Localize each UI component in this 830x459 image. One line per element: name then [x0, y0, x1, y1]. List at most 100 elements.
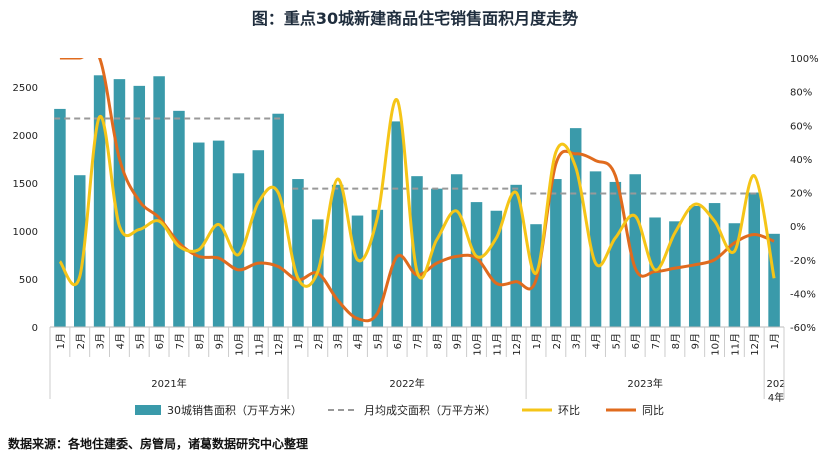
bar-30	[629, 174, 641, 327]
y-right-tick-label: 60%	[790, 121, 812, 132]
data-source-note: 数据来源：各地住建委、房管局，诸葛数据研究中心整理	[8, 436, 308, 451]
x-tick-label: 7月	[174, 333, 186, 349]
x-tick-label: 2月	[313, 333, 325, 349]
x-tick-label: 10月	[472, 333, 484, 356]
x-tick-label: 3月	[333, 333, 345, 349]
bar-37	[768, 233, 780, 327]
bar-32	[669, 221, 681, 327]
bar-6	[153, 76, 165, 327]
x-tick-label: 1月	[769, 333, 781, 349]
x-tick-label: 9月	[690, 333, 702, 349]
x-tick-label: 12月	[749, 333, 761, 356]
x-tick-label: 7月	[412, 333, 424, 349]
y-left-tick-label: 2000	[13, 131, 38, 142]
bar-10	[232, 173, 245, 327]
x-tick-label: 11月	[491, 333, 503, 356]
y-left-tick-label: 2500	[13, 83, 38, 94]
x-tick-label: 1月	[531, 333, 543, 349]
bar-8	[193, 142, 205, 327]
x-tick-label: 1月	[55, 333, 67, 349]
x-tick-label: 7月	[650, 333, 662, 349]
bar-12	[272, 113, 284, 327]
legend-bar-swatch	[135, 405, 161, 415]
x-tick-label: 8月	[194, 333, 206, 349]
bar-13	[292, 179, 304, 327]
bar-24	[510, 184, 522, 327]
year-label: 4年	[768, 391, 784, 404]
bar-22	[470, 202, 483, 327]
x-tick-label: 2月	[551, 333, 563, 349]
year-label: 2022年	[389, 377, 424, 390]
legend-average-label: 月均成交面积（万平方米）	[364, 403, 496, 417]
bar-26	[550, 179, 562, 327]
y-right-tick-label: 80%	[790, 88, 812, 99]
bar-21	[450, 174, 463, 327]
y-right-tick-label: 20%	[790, 189, 812, 200]
bar-29	[609, 181, 622, 327]
bar-5	[133, 85, 146, 327]
x-tick-label: 5月	[372, 333, 384, 349]
x-tick-label: 9月	[214, 333, 226, 349]
x-tick-label: 3月	[95, 333, 107, 349]
bar-34	[708, 203, 721, 327]
bar-19	[411, 176, 423, 327]
x-tick-label: 1月	[293, 333, 305, 349]
bar-27	[569, 128, 582, 327]
x-tick-label: 10月	[233, 333, 245, 356]
bar-23	[490, 210, 503, 327]
x-tick-label: 4月	[114, 333, 126, 349]
mom-line	[58, 98, 776, 288]
y-right-tick-label: -40%	[790, 289, 816, 300]
bar-3	[93, 75, 106, 328]
bar-33	[688, 205, 701, 327]
bar-4	[113, 79, 126, 327]
y-right-tick-label: -20%	[790, 256, 816, 267]
x-tick-label: 11月	[253, 333, 265, 356]
legend-yoy-label: 同比	[642, 404, 664, 417]
legend-bar-label: 30城销售面积（万平方米）	[167, 403, 302, 417]
bar-11	[252, 150, 265, 327]
x-tick-label: 8月	[670, 333, 682, 349]
bar-20	[431, 188, 443, 327]
legend: 30城销售面积（万平方米） 月均成交面积（万平方米） 环比 同比	[135, 403, 664, 417]
x-tick-label: 9月	[452, 333, 464, 349]
x-tick-label: 11月	[729, 333, 741, 356]
x-tick-label: 6月	[154, 333, 166, 349]
chart-title: 图：重点30城新建商品住宅销售面积月度走势	[252, 9, 578, 28]
x-tick-label: 5月	[610, 333, 622, 349]
x-tick-label: 10月	[710, 333, 722, 356]
legend-mom-label: 环比	[558, 404, 580, 417]
y-right-tick-label: -60%	[790, 323, 816, 334]
x-tick-label: 12月	[273, 333, 285, 356]
bar-7	[173, 110, 185, 327]
x-tick-label: 6月	[392, 333, 404, 349]
bar-18	[391, 121, 403, 328]
bar-2	[74, 175, 86, 327]
y-right-tick-label: 0%	[790, 222, 806, 233]
bar-16	[351, 215, 364, 327]
y-left-tick-label: 1000	[13, 227, 38, 238]
y-left-tick-label: 500	[19, 275, 38, 286]
y-left-tick-label: 0	[32, 323, 38, 334]
bar-9	[212, 140, 225, 327]
plot-area: 0 500 1000 1500 2000 2500 -60% -40% -20% 0% 20% 40%…	[13, 54, 819, 404]
bar-28	[589, 171, 602, 327]
x-tick-label: 2月	[75, 333, 87, 349]
x-tick-label: 3月	[571, 333, 583, 349]
year-label: 2023年	[627, 377, 662, 390]
bar-35	[728, 223, 741, 327]
bar-17	[371, 209, 384, 327]
x-tick-label: 4月	[591, 333, 603, 349]
x-tick-label: 5月	[134, 333, 146, 349]
x-tick-label: 6月	[630, 333, 642, 349]
y-left-tick-label: 1500	[13, 179, 38, 190]
year-label: 2021年	[151, 377, 186, 390]
y-right-tick-label: 40%	[790, 155, 812, 166]
y-right-tick-label: 100%	[790, 54, 819, 65]
year-label: 202	[767, 379, 786, 390]
x-tick-label: 4月	[352, 333, 364, 349]
bar-15	[331, 184, 344, 327]
bar-36	[748, 192, 760, 327]
